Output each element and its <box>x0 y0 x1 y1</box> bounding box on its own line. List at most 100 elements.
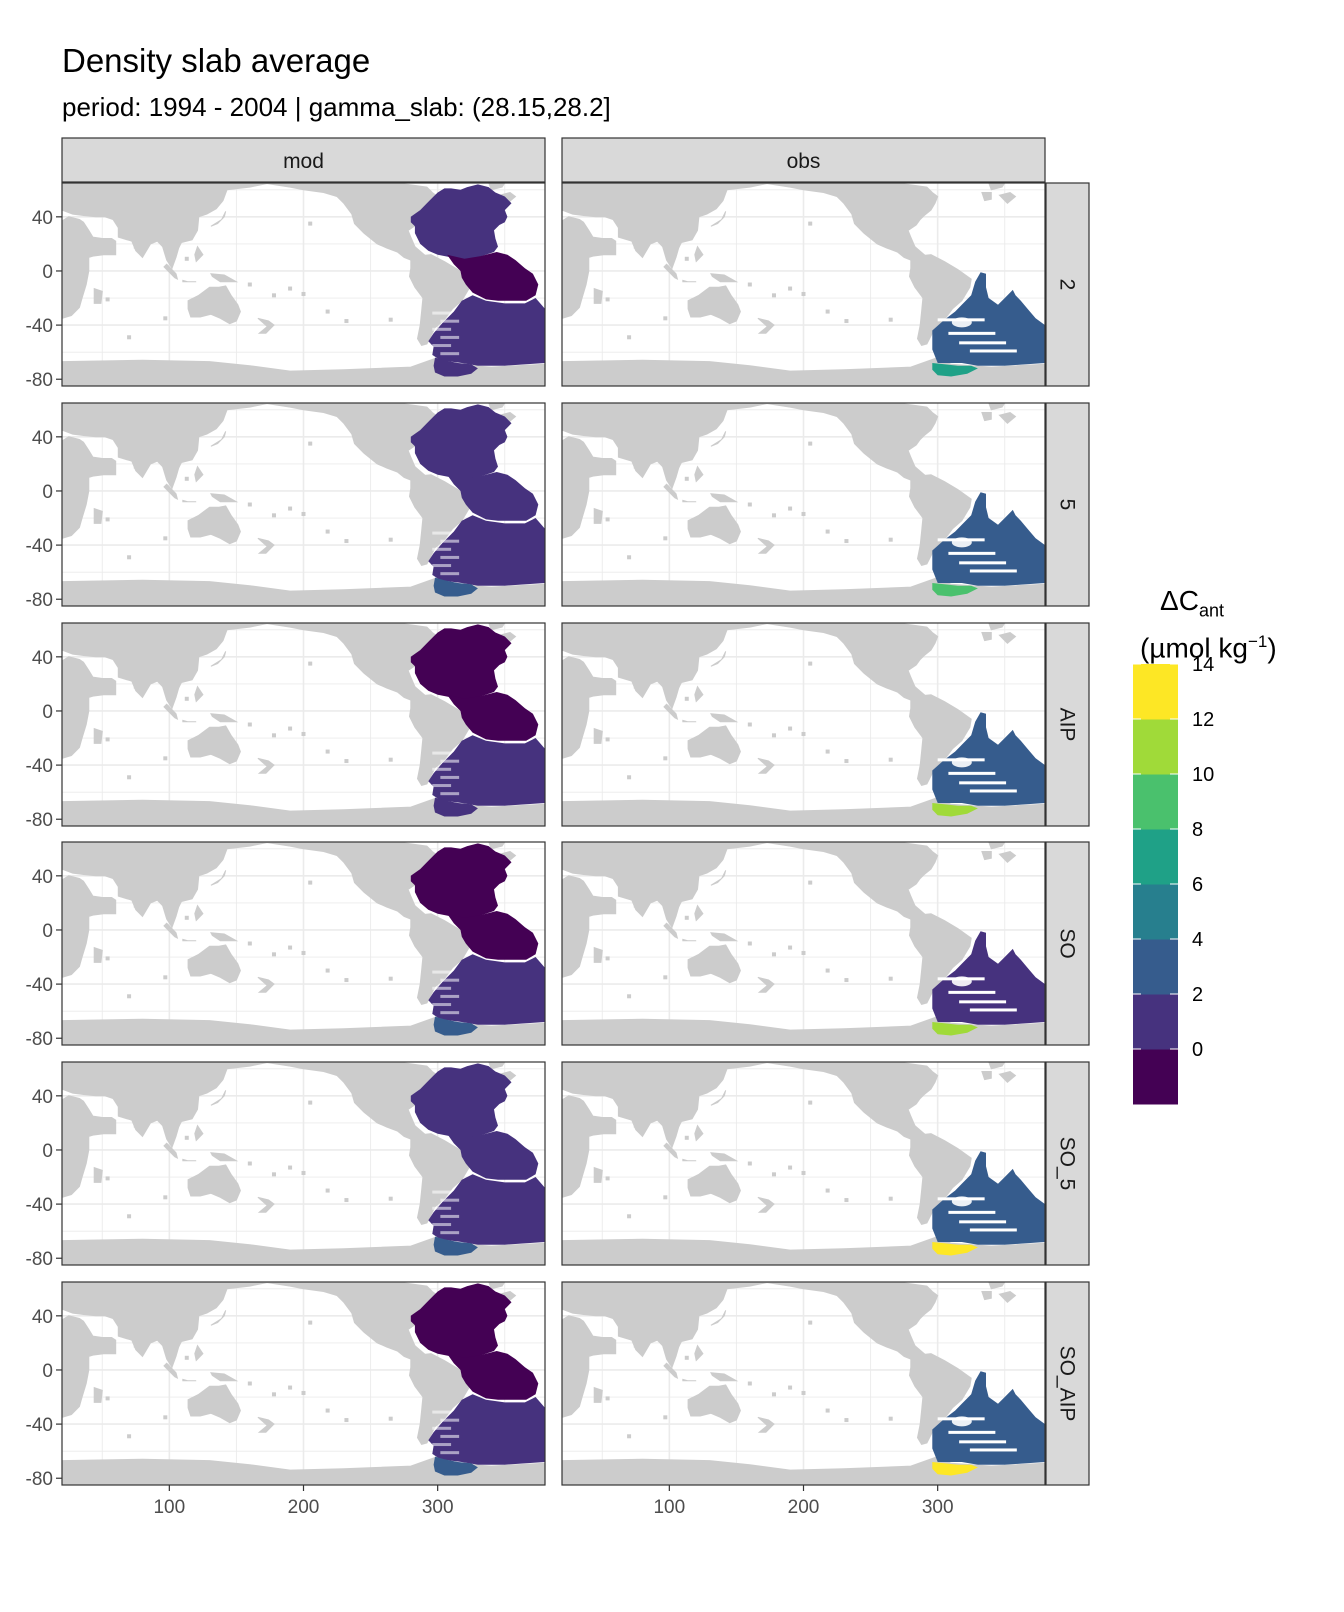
land-shape <box>62 842 439 920</box>
y-tick-label: -80 <box>26 1029 53 1050</box>
land-shape <box>187 285 241 325</box>
strip-right-box <box>1045 402 1090 607</box>
region-antarctic-coast <box>433 1236 478 1256</box>
region-gap <box>432 1443 452 1447</box>
land-shape <box>210 273 239 283</box>
island <box>844 1198 849 1203</box>
island <box>127 335 132 340</box>
y-tick-label: 0 <box>42 702 53 723</box>
land-shape <box>593 1166 603 1183</box>
region-gap <box>440 352 460 356</box>
land-shape <box>488 1062 506 1070</box>
region-antarctic-coast <box>433 357 478 377</box>
island <box>627 1214 632 1219</box>
island <box>388 976 393 981</box>
island <box>627 775 632 780</box>
region-gap <box>440 978 460 982</box>
island <box>788 1385 793 1390</box>
y-tick-label: -40 <box>26 975 53 996</box>
axes-layer: 40 0 -40 -80 40 0 -40 -80 40 0 -40 -80 40 0 -40 -80 40 0 -… <box>26 208 954 1518</box>
land-shape <box>562 875 617 978</box>
island <box>271 733 276 738</box>
island <box>627 1434 632 1439</box>
island <box>388 757 393 762</box>
land-shape <box>62 797 545 826</box>
land-shape <box>163 703 179 721</box>
land-shape <box>998 850 1017 863</box>
region-gap <box>969 1008 1017 1012</box>
land-shape <box>981 1071 992 1081</box>
data-region <box>932 1371 1045 1476</box>
island <box>825 529 830 534</box>
land-shape <box>93 946 103 963</box>
island <box>801 511 806 516</box>
region-gap <box>948 331 996 335</box>
land-shape <box>408 1133 472 1225</box>
region-gap <box>432 547 452 551</box>
island <box>627 994 632 999</box>
chart-subtitle: period: 1994 - 2004 | gamma_slab: (28.15… <box>62 92 611 122</box>
region-gap <box>432 311 452 315</box>
island <box>808 880 813 885</box>
panel-content <box>562 403 1045 606</box>
land-shape <box>998 1070 1017 1083</box>
land-shape <box>62 403 439 481</box>
land-shape <box>163 263 179 281</box>
land-shape <box>62 216 117 319</box>
panel-border <box>61 182 546 387</box>
land-shape <box>187 1384 241 1424</box>
land-shape <box>194 685 204 703</box>
land-shape <box>988 1282 1006 1290</box>
strip-right-label-SO: SO <box>1056 928 1079 958</box>
island <box>808 1320 813 1325</box>
island <box>633 464 638 469</box>
region-gap <box>432 1426 452 1430</box>
island <box>184 1355 189 1360</box>
region-antarctic-coast <box>433 1016 478 1036</box>
island <box>301 1170 306 1175</box>
y-tick-label: 0 <box>42 1141 53 1162</box>
land-shape <box>687 725 741 765</box>
land-shape <box>210 211 227 227</box>
island <box>684 476 689 481</box>
land-shape <box>593 727 603 744</box>
region-south-atlantic <box>428 735 545 806</box>
island <box>308 661 313 666</box>
land-shape <box>257 976 275 993</box>
land-shape <box>62 183 273 270</box>
island <box>808 221 813 226</box>
island <box>771 952 776 957</box>
region-gap <box>432 1410 452 1414</box>
panel-border <box>61 1061 546 1266</box>
land-shape <box>988 183 1006 191</box>
land-shape <box>187 944 241 984</box>
island <box>325 529 330 534</box>
island <box>605 517 610 522</box>
land-shape <box>988 1062 1006 1070</box>
land-shape <box>562 623 939 701</box>
y-tick-label: -80 <box>26 1249 53 1270</box>
island <box>184 476 189 481</box>
island <box>163 975 168 980</box>
island <box>747 502 752 507</box>
land-shape <box>210 870 227 886</box>
legend-label: 2 <box>1192 984 1203 1006</box>
island <box>605 956 610 961</box>
island <box>808 661 813 666</box>
land-shape <box>187 505 241 545</box>
region-north-atlantic <box>410 184 512 261</box>
island <box>801 1170 806 1175</box>
region-south-atlantic <box>428 954 545 1025</box>
data-region <box>410 184 545 377</box>
region-obs-coast <box>932 583 978 597</box>
land-shape <box>663 703 679 721</box>
island <box>344 319 349 324</box>
panels-layer <box>61 182 1046 1486</box>
land-shape <box>187 725 241 765</box>
land-shape <box>210 651 227 667</box>
island <box>771 293 776 298</box>
land-shape <box>981 412 992 422</box>
island <box>801 950 806 955</box>
strips-layer: mod obs 2 5 AIP SO SO_5 SO_AIP <box>61 137 1090 1486</box>
